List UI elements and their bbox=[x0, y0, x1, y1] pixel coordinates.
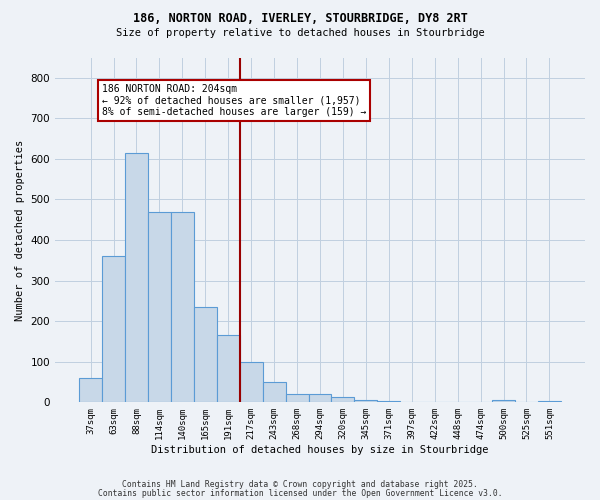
Text: Contains HM Land Registry data © Crown copyright and database right 2025.: Contains HM Land Registry data © Crown c… bbox=[122, 480, 478, 489]
Y-axis label: Number of detached properties: Number of detached properties bbox=[15, 140, 25, 320]
Text: 186, NORTON ROAD, IVERLEY, STOURBRIDGE, DY8 2RT: 186, NORTON ROAD, IVERLEY, STOURBRIDGE, … bbox=[133, 12, 467, 26]
Text: Size of property relative to detached houses in Stourbridge: Size of property relative to detached ho… bbox=[116, 28, 484, 38]
Bar bbox=[148, 212, 171, 402]
Bar bbox=[263, 382, 286, 402]
Bar bbox=[492, 400, 515, 402]
Bar bbox=[171, 212, 194, 402]
Bar bbox=[194, 307, 217, 402]
Text: Contains public sector information licensed under the Open Government Licence v3: Contains public sector information licen… bbox=[98, 489, 502, 498]
Bar bbox=[308, 394, 331, 402]
Bar bbox=[240, 362, 263, 403]
Bar bbox=[217, 336, 240, 402]
Bar bbox=[331, 398, 355, 402]
Bar bbox=[377, 401, 400, 402]
Bar bbox=[79, 378, 102, 402]
Text: 186 NORTON ROAD: 204sqm
← 92% of detached houses are smaller (1,957)
8% of semi-: 186 NORTON ROAD: 204sqm ← 92% of detache… bbox=[102, 84, 367, 117]
Bar bbox=[286, 394, 308, 402]
X-axis label: Distribution of detached houses by size in Stourbridge: Distribution of detached houses by size … bbox=[151, 445, 489, 455]
Bar bbox=[538, 401, 561, 402]
Bar bbox=[355, 400, 377, 402]
Bar bbox=[125, 153, 148, 402]
Bar bbox=[102, 256, 125, 402]
